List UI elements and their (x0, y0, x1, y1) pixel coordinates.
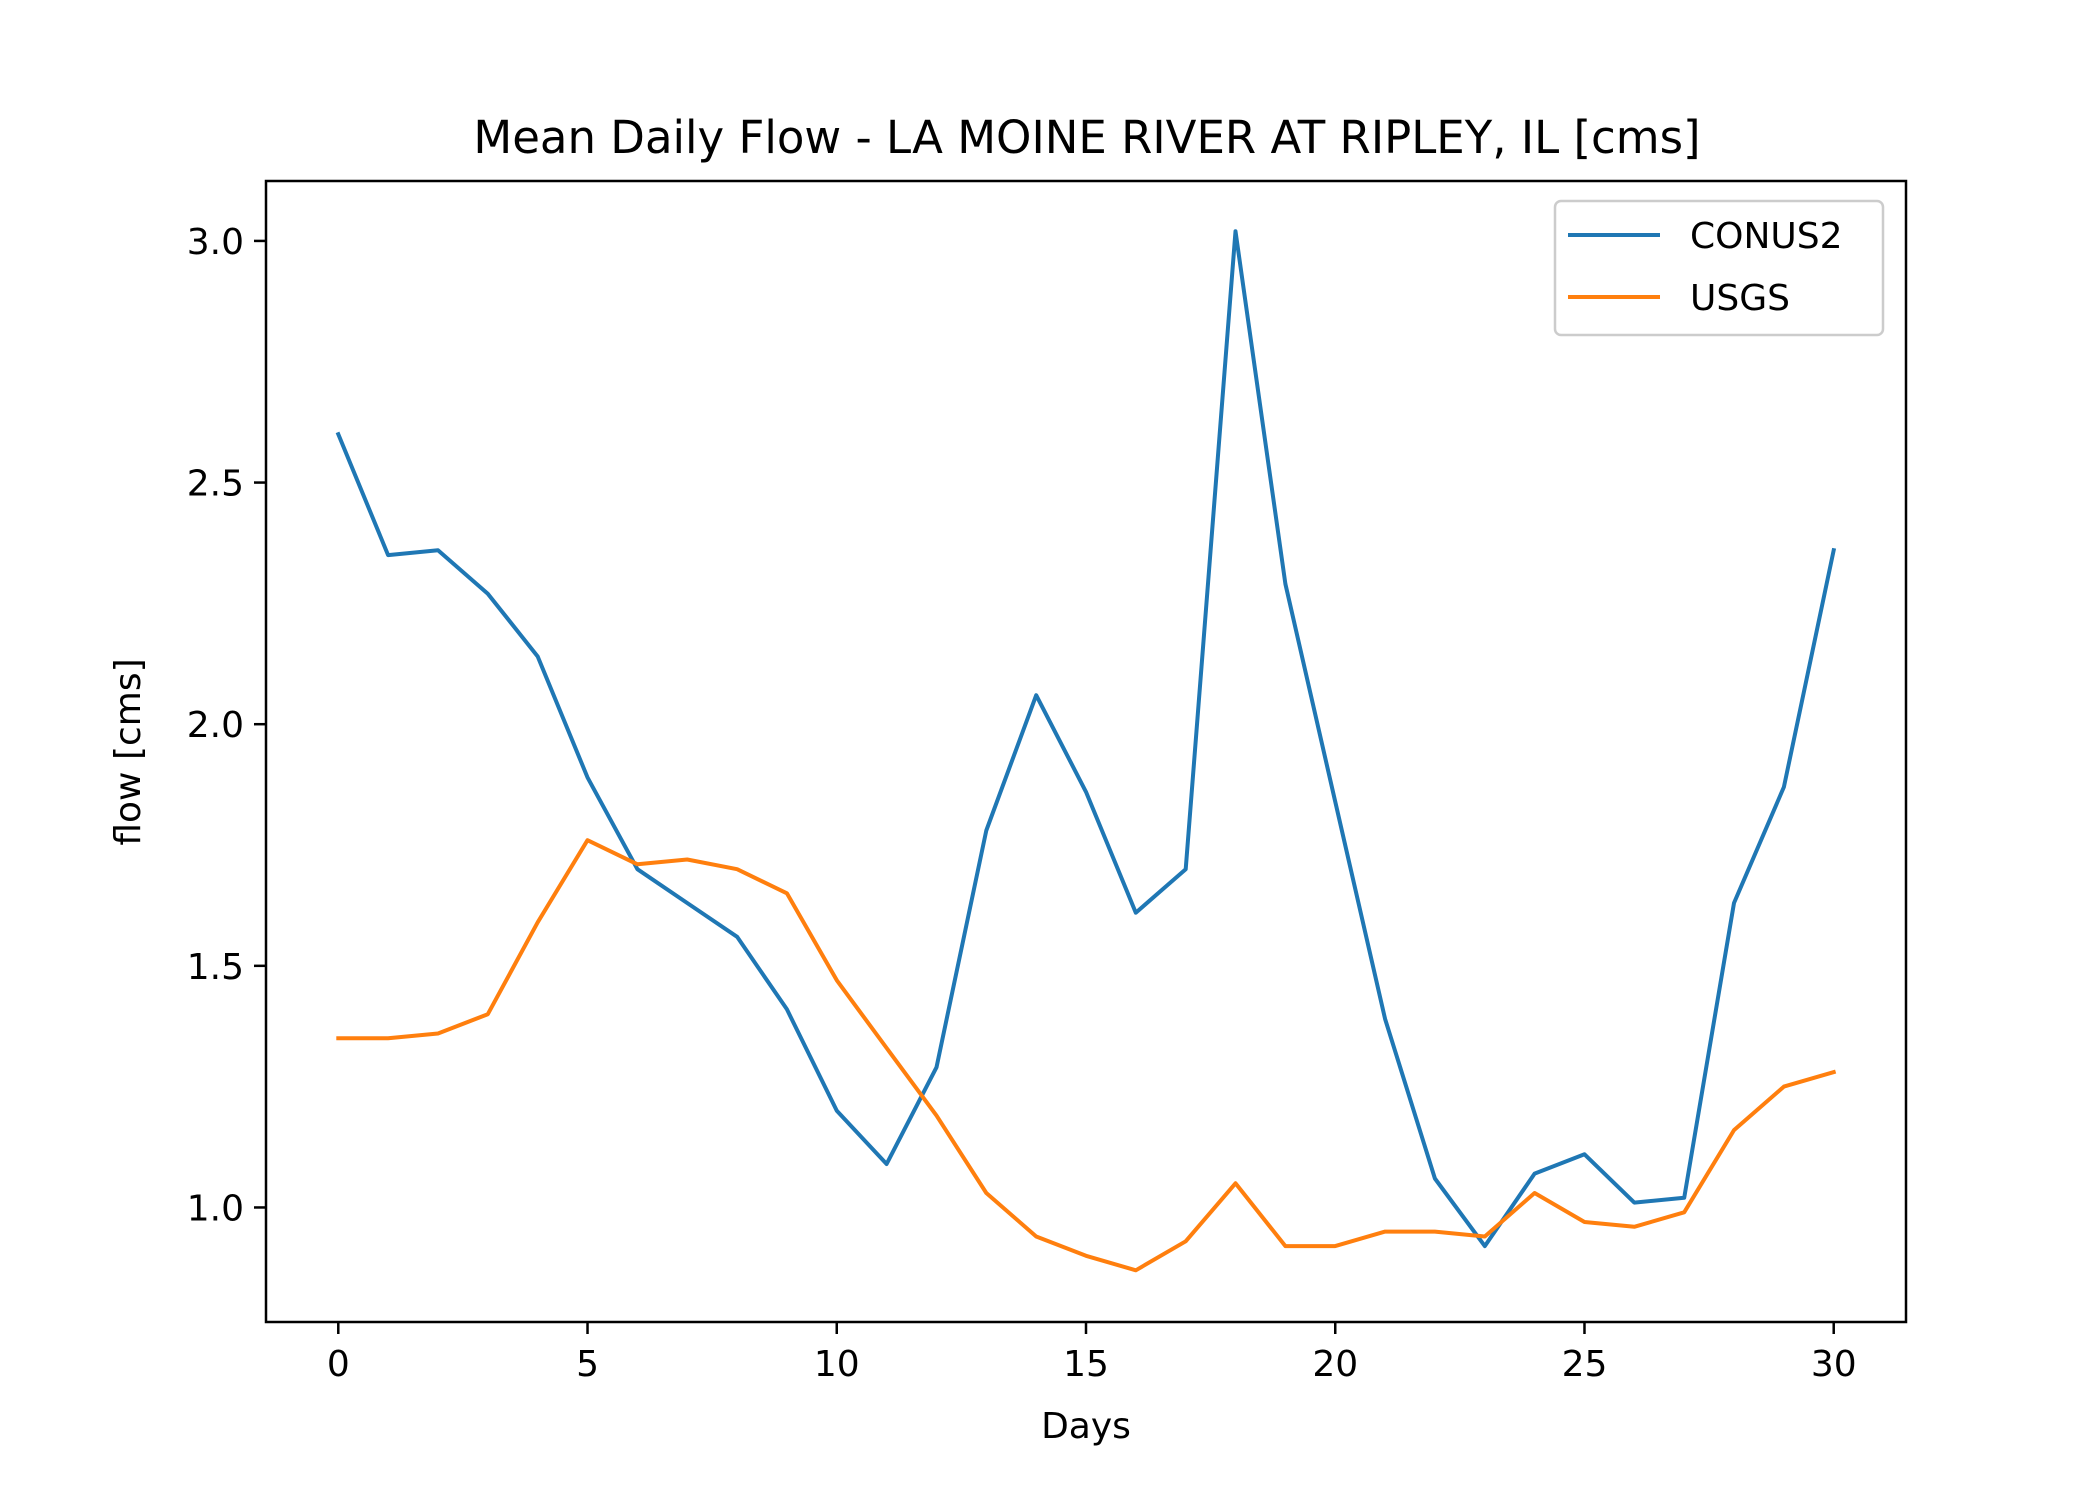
x-tick-label: 25 (1562, 1344, 1608, 1385)
plot-area (264, 179, 1908, 1324)
y-tick-label: 2.0 (187, 705, 244, 746)
legend-label-usgs: USGS (1690, 278, 1790, 319)
x-tick-label: 0 (327, 1344, 350, 1385)
series-line-usgs (336, 838, 1837, 1273)
series-line-conus2 (335, 229, 1837, 1249)
y-tick-label: 1.0 (187, 1188, 244, 1229)
x-axis-label: Days (1041, 1406, 1131, 1447)
x-tick-label: 15 (1063, 1344, 1109, 1385)
x-tick-label: 30 (1811, 1344, 1857, 1385)
legend-label-conus2: CONUS2 (1690, 216, 1843, 257)
x-tick-label: 5 (576, 1344, 599, 1385)
x-tick-label: 10 (814, 1344, 860, 1385)
chart-title: Mean Daily Flow - LA MOINE RIVER AT RIPL… (473, 111, 1700, 164)
y-tick-label: 1.5 (187, 947, 244, 988)
y-axis-label: flow [cms] (108, 658, 149, 845)
x-tick-label: 20 (1312, 1344, 1358, 1385)
legend: CONUS2 USGS (1553, 199, 1885, 337)
y-tick-label: 2.5 (187, 464, 244, 505)
y-tick-label: 3.0 (187, 222, 244, 263)
